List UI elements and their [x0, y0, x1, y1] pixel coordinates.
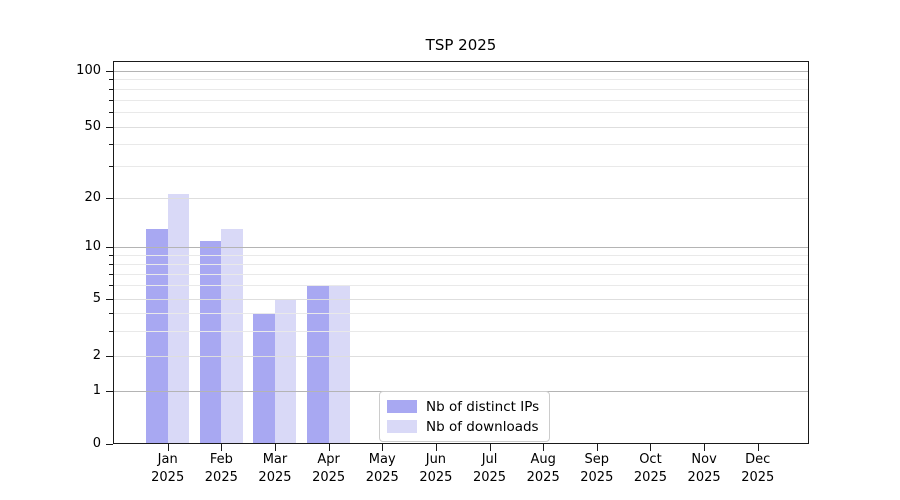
- y-tick-label-1: 1: [92, 382, 101, 398]
- x-tick-mark-oct: [650, 444, 652, 451]
- x-tick-mark-sep: [596, 444, 598, 451]
- legend-label-downloads: Nb of downloads: [426, 418, 539, 435]
- y-tick-mark-30: [109, 166, 113, 168]
- x-tick-label-jan: Jan 2025: [151, 452, 185, 485]
- x-tick-mark-apr: [328, 444, 330, 451]
- x-tick-label-sep: Sep 2025: [580, 452, 614, 485]
- y-tick-label-5: 5: [92, 290, 101, 306]
- y-tick-mark-70: [109, 99, 113, 101]
- bar-nb-of-distinct-ips-mar: [253, 312, 275, 444]
- x-tick-mark-jul: [489, 444, 491, 451]
- bar-nb-of-downloads-mar: [274, 298, 297, 444]
- x-tick-label-nov: Nov 2025: [687, 452, 721, 485]
- x-tick-mark-may: [382, 444, 384, 451]
- y-tick-mark-8: [109, 263, 113, 265]
- y-tick-mark-3: [109, 330, 113, 332]
- x-tick-label-dec: Dec 2025: [741, 452, 775, 485]
- y-tick-label-50: 50: [84, 118, 101, 134]
- bar-nb-of-downloads-jan: [167, 193, 190, 444]
- y-tick-mark-0: [106, 444, 113, 445]
- y-tick-mark-10: [106, 247, 113, 249]
- y-tick-label-2: 2: [92, 347, 101, 363]
- legend-swatch-distinct-ips: [387, 400, 417, 413]
- x-tick-mark-dec: [757, 444, 759, 451]
- y-tick-mark-5: [106, 298, 113, 300]
- legend: Nb of distinct IPs Nb of downloads: [379, 391, 551, 442]
- legend-item-distinct-ips: Nb of distinct IPs: [387, 397, 539, 416]
- chart-title: TSP 2025: [425, 36, 497, 54]
- x-tick-label-mar: Mar 2025: [258, 452, 292, 485]
- y-tick-mark-80: [109, 88, 113, 90]
- legend-swatch-downloads: [387, 420, 417, 433]
- y-tick-mark-100: [106, 70, 113, 72]
- y-tick-mark-7: [109, 273, 113, 275]
- legend-label-distinct-ips: Nb of distinct IPs: [426, 398, 540, 415]
- x-tick-label-oct: Oct 2025: [633, 452, 667, 485]
- x-tick-label-aug: Aug 2025: [526, 452, 560, 485]
- x-tick-mark-feb: [221, 444, 223, 451]
- y-tick-label-0: 0: [92, 436, 101, 451]
- y-tick-label-100: 100: [76, 62, 101, 78]
- x-tick-label-feb: Feb 2025: [204, 452, 238, 485]
- y-tick-mark-50: [106, 126, 113, 128]
- y-tick-mark-9: [109, 255, 113, 257]
- x-tick-mark-mar: [274, 444, 276, 451]
- y-tick-mark-20: [106, 197, 113, 199]
- y-tick-label-20: 20: [84, 189, 101, 205]
- x-tick-mark-jun: [435, 444, 437, 451]
- plot-area: [113, 61, 809, 444]
- y-tick-mark-1: [106, 390, 113, 392]
- x-tick-mark-jan: [167, 444, 169, 451]
- bar-nb-of-distinct-ips-feb: [199, 240, 222, 444]
- y-tick-mark-90: [109, 79, 113, 81]
- x-tick-mark-nov: [704, 444, 706, 451]
- x-tick-mark-aug: [543, 444, 545, 451]
- y-tick-label-10: 10: [84, 239, 101, 255]
- bar-nb-of-distinct-ips-jan: [146, 228, 168, 444]
- x-tick-label-jun: Jun 2025: [419, 452, 453, 485]
- x-tick-label-may: May 2025: [365, 452, 399, 485]
- x-tick-label-apr: Apr 2025: [312, 452, 346, 485]
- legend-item-downloads: Nb of downloads: [387, 417, 539, 436]
- x-tick-label-jul: Jul 2025: [472, 452, 507, 485]
- bar-nb-of-downloads-feb: [221, 228, 243, 444]
- y-tick-mark-40: [109, 143, 113, 145]
- bars-layer: [113, 61, 809, 444]
- y-tick-mark-6: [109, 285, 113, 287]
- y-tick-mark-2: [106, 355, 113, 357]
- y-tick-mark-60: [109, 111, 113, 113]
- y-tick-mark-4: [109, 312, 113, 314]
- bar-nb-of-downloads-apr: [328, 285, 351, 444]
- bar-nb-of-distinct-ips-apr: [307, 285, 329, 444]
